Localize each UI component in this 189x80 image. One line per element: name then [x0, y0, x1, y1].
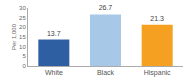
svg-text:Hispanic: Hispanic: [144, 69, 171, 77]
svg-text:5: 5: [22, 53, 26, 59]
svg-text:25: 25: [19, 15, 26, 21]
svg-text:30: 30: [19, 5, 26, 11]
svg-text:Black: Black: [97, 69, 115, 76]
svg-text:15: 15: [19, 34, 26, 40]
svg-text:White: White: [45, 69, 63, 76]
svg-text:0: 0: [22, 63, 26, 69]
svg-text:10: 10: [19, 44, 26, 50]
svg-text:21.3: 21.3: [150, 15, 164, 22]
svg-text:26.7: 26.7: [99, 4, 113, 11]
svg-text:Per 1,000: Per 1,000: [11, 23, 17, 50]
svg-text:13.7: 13.7: [47, 30, 61, 37]
svg-text:20: 20: [19, 24, 26, 30]
